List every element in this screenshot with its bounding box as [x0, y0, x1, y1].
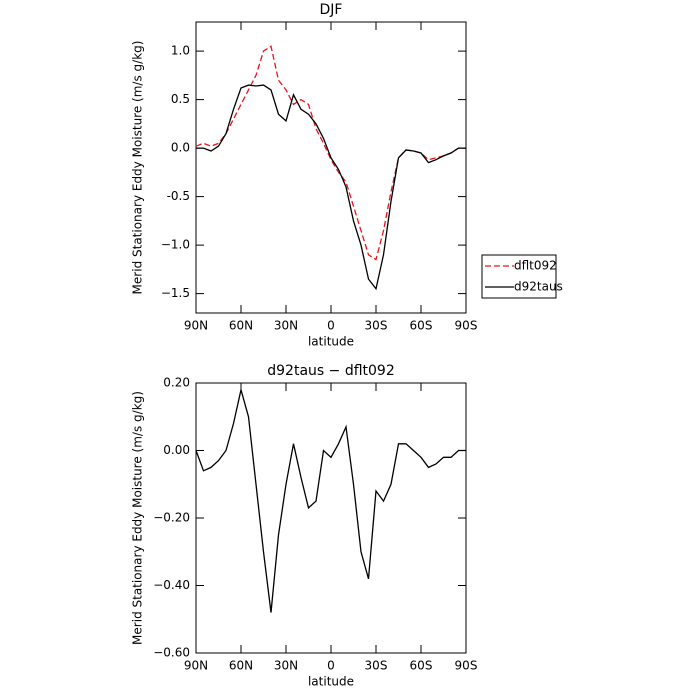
- plot-frame: [195, 382, 467, 654]
- x-tick-label: 90S: [455, 319, 478, 333]
- legend-box: [481, 254, 557, 299]
- x-tick-label: 60N: [229, 319, 253, 333]
- x-tick-label: 30S: [365, 319, 388, 333]
- y-tick-label: 1.0: [171, 44, 190, 58]
- legend-label: d92taus: [514, 280, 563, 294]
- x-tick-label: 60N: [229, 659, 253, 673]
- legend-label: dflt092: [514, 259, 557, 273]
- y-axis-label: Merid Stationary Eddy Moisture (m/s g/kg…: [131, 41, 145, 295]
- y-tick-label: −0.60: [153, 646, 190, 660]
- x-axis-label: latitude: [308, 675, 354, 689]
- y-tick-label: 0.0: [171, 141, 190, 155]
- x-tick-label: 30N: [274, 319, 298, 333]
- x-tick-label: 60S: [410, 659, 433, 673]
- x-tick-label: 90S: [455, 659, 478, 673]
- data-line: [195, 389, 466, 613]
- chart-title: d92taus − dflt092: [267, 363, 394, 379]
- x-tick-label: 0: [327, 319, 335, 333]
- x-tick-label: 0: [327, 659, 335, 673]
- x-axis-label: latitude: [308, 335, 354, 349]
- y-tick-label: −0.20: [153, 511, 190, 525]
- y-tick-label: −0.40: [153, 578, 190, 592]
- plot-frame: [195, 21, 467, 314]
- data-line: [196, 84, 466, 291]
- x-tick-label: 30S: [365, 659, 388, 673]
- y-tick-label: −1.5: [161, 286, 190, 300]
- chart-title: DJF: [320, 2, 343, 18]
- y-axis-label: Merid Stationary Eddy Moisture (m/s g/kg…: [131, 391, 145, 645]
- x-tick-label: 90N: [184, 659, 208, 673]
- x-tick-label: 60S: [410, 319, 433, 333]
- y-tick-label: 0.5: [171, 92, 190, 106]
- x-tick-label: 30N: [274, 659, 298, 673]
- data-line: [195, 45, 466, 261]
- y-tick-label: 0.20: [163, 376, 190, 390]
- x-tick-label: 90N: [184, 319, 208, 333]
- y-tick-label: −1.0: [161, 238, 190, 252]
- y-tick-label: -0.5: [167, 189, 190, 203]
- y-tick-label: 0.00: [163, 443, 190, 457]
